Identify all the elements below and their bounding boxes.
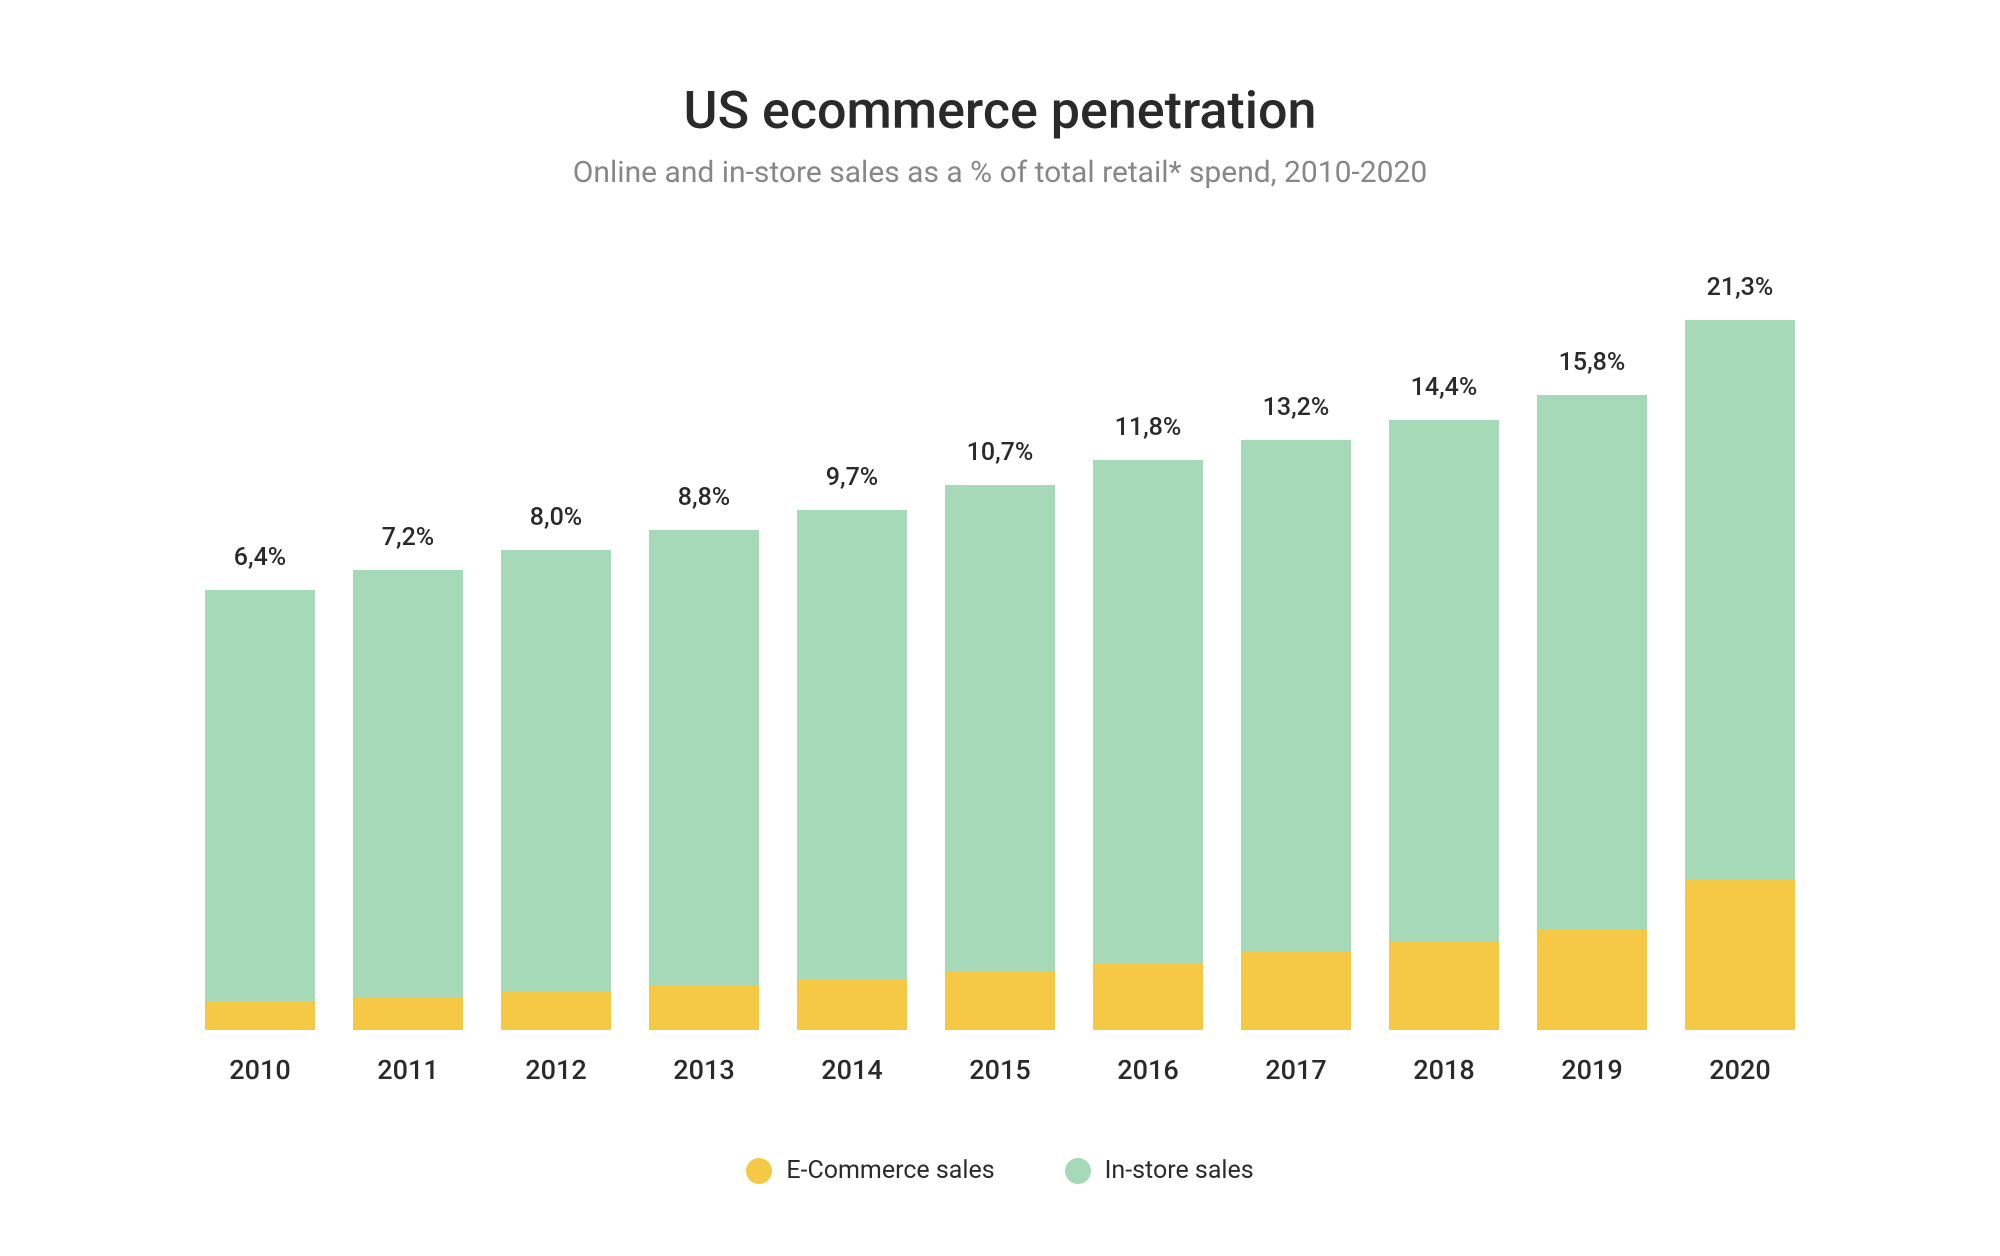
bar-group-2015: 10,7% bbox=[945, 438, 1055, 1030]
chart-plot-area: 6,4% 7,2% 8,0% 8,8% 9,7% 10,7% 11,8% 13,2% 14,4%… bbox=[205, 270, 1795, 1030]
bar-stack bbox=[1241, 440, 1351, 1030]
x-axis-label: 2020 bbox=[1685, 1054, 1795, 1086]
bar-stack bbox=[797, 510, 907, 1030]
bar-value-label: 8,0% bbox=[530, 503, 582, 532]
bar-group-2010: 6,4% bbox=[205, 543, 315, 1030]
x-axis-label: 2015 bbox=[945, 1054, 1055, 1086]
bar-stack bbox=[1685, 320, 1795, 1030]
bar-segment-instore bbox=[1685, 320, 1795, 879]
bar-group-2012: 8,0% bbox=[501, 503, 611, 1030]
x-axis-label: 2012 bbox=[501, 1054, 611, 1086]
x-axis-label: 2019 bbox=[1537, 1054, 1647, 1086]
bar-group-2013: 8,8% bbox=[649, 483, 759, 1030]
chart-legend: E-Commerce sales In-store sales bbox=[746, 1156, 1253, 1185]
legend-label-instore: In-store sales bbox=[1105, 1156, 1254, 1185]
bar-segment-ecommerce bbox=[205, 1002, 315, 1030]
x-axis-label: 2016 bbox=[1093, 1054, 1203, 1086]
bar-value-label: 10,7% bbox=[967, 438, 1034, 467]
bar-stack bbox=[1389, 420, 1499, 1030]
bar-segment-ecommerce bbox=[797, 980, 907, 1030]
legend-item-ecommerce: E-Commerce sales bbox=[746, 1156, 994, 1185]
chart-title: US ecommerce penetration bbox=[684, 80, 1317, 141]
x-axis-labels: 2010 2011 2012 2013 2014 2015 2016 2017 2018 2019… bbox=[205, 1054, 1795, 1086]
bar-value-label: 11,8% bbox=[1115, 413, 1182, 442]
bar-value-label: 8,8% bbox=[678, 483, 730, 512]
bar-stack bbox=[501, 550, 611, 1030]
bar-segment-ecommerce bbox=[1093, 963, 1203, 1030]
bar-value-label: 15,8% bbox=[1559, 348, 1626, 377]
x-axis-label: 2018 bbox=[1389, 1054, 1499, 1086]
x-axis-label: 2011 bbox=[353, 1054, 463, 1086]
legend-item-instore: In-store sales bbox=[1065, 1156, 1254, 1185]
bar-segment-instore bbox=[945, 485, 1055, 972]
bar-segment-instore bbox=[1389, 420, 1499, 942]
legend-swatch-instore bbox=[1065, 1158, 1091, 1184]
legend-label-ecommerce: E-Commerce sales bbox=[786, 1156, 994, 1185]
bar-value-label: 14,4% bbox=[1411, 373, 1478, 402]
x-axis-label: 2013 bbox=[649, 1054, 759, 1086]
bar-segment-ecommerce bbox=[1241, 952, 1351, 1030]
bar-value-label: 21,3% bbox=[1707, 273, 1774, 302]
bar-group-2014: 9,7% bbox=[797, 463, 907, 1030]
bar-group-2018: 14,4% bbox=[1389, 373, 1499, 1030]
x-axis-label: 2014 bbox=[797, 1054, 907, 1086]
bar-group-2020: 21,3% bbox=[1685, 273, 1795, 1030]
bar-stack bbox=[945, 485, 1055, 1030]
bar-value-label: 9,7% bbox=[826, 463, 878, 492]
bar-segment-instore bbox=[1093, 460, 1203, 963]
chart-subtitle: Online and in-store sales as a % of tota… bbox=[573, 155, 1427, 190]
x-axis-label: 2017 bbox=[1241, 1054, 1351, 1086]
bar-value-label: 6,4% bbox=[234, 543, 286, 572]
x-axis-label: 2010 bbox=[205, 1054, 315, 1086]
bar-segment-ecommerce bbox=[1537, 930, 1647, 1030]
legend-swatch-ecommerce bbox=[746, 1158, 772, 1184]
bar-segment-instore bbox=[797, 510, 907, 980]
bar-segment-instore bbox=[1241, 440, 1351, 952]
bar-segment-ecommerce bbox=[353, 997, 463, 1030]
bar-value-label: 7,2% bbox=[382, 523, 434, 552]
bar-segment-instore bbox=[649, 530, 759, 986]
bar-segment-ecommerce bbox=[945, 972, 1055, 1030]
bar-group-2019: 15,8% bbox=[1537, 348, 1647, 1030]
bar-group-2017: 13,2% bbox=[1241, 393, 1351, 1030]
bar-group-2011: 7,2% bbox=[353, 523, 463, 1030]
bar-stack bbox=[353, 570, 463, 1030]
bar-segment-instore bbox=[1537, 395, 1647, 930]
bar-segment-instore bbox=[353, 570, 463, 997]
bar-stack bbox=[205, 590, 315, 1030]
bar-segment-ecommerce bbox=[1389, 942, 1499, 1030]
bar-stack bbox=[1093, 460, 1203, 1030]
bar-stack bbox=[1537, 395, 1647, 1030]
bar-segment-ecommerce bbox=[501, 992, 611, 1030]
bar-segment-ecommerce bbox=[1685, 879, 1795, 1030]
bar-segment-instore bbox=[501, 550, 611, 992]
bar-value-label: 13,2% bbox=[1263, 393, 1330, 422]
bar-segment-ecommerce bbox=[649, 986, 759, 1030]
bar-segment-instore bbox=[205, 590, 315, 1002]
bar-stack bbox=[649, 530, 759, 1030]
bar-group-2016: 11,8% bbox=[1093, 413, 1203, 1030]
